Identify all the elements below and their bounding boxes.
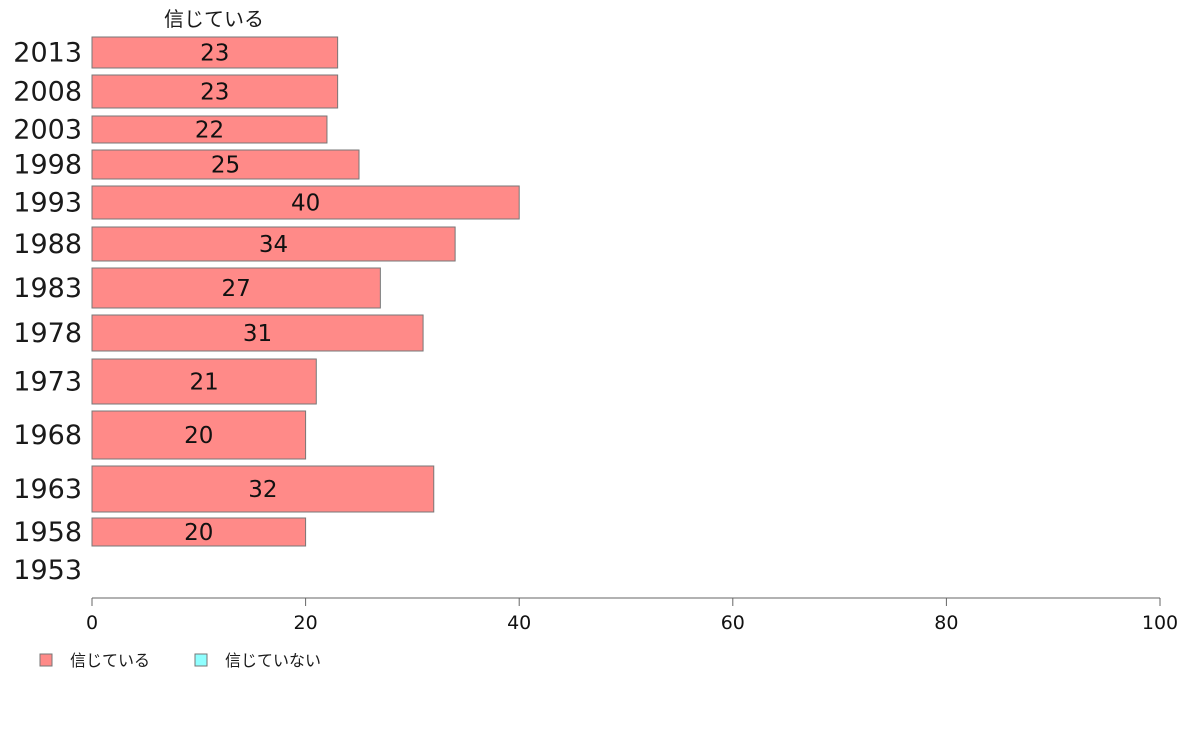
bar-2003 — [91, 115, 328, 144]
year-label-1978: 1978 — [13, 318, 82, 349]
data-label-1998: 25 — [211, 153, 240, 179]
data-label-2008: 23 — [200, 80, 229, 106]
bar-1968 — [91, 410, 307, 460]
bar-1978 — [91, 314, 424, 352]
data-label-1958: 20 — [184, 520, 213, 546]
year-label-2003: 2003 — [13, 115, 82, 146]
legend-swatch-1 — [194, 653, 208, 667]
data-label-1983: 27 — [222, 276, 251, 302]
bar-1993 — [91, 185, 520, 220]
legend-label-1: 信じていない — [225, 651, 321, 670]
data-label-2013: 23 — [200, 41, 229, 67]
year-label-1983: 1983 — [13, 273, 82, 304]
bar-1973 — [91, 358, 317, 405]
bar-1983 — [91, 267, 381, 309]
legend: 信じている 信じていない — [39, 651, 321, 670]
series-header: 信じている — [164, 7, 264, 31]
x-tick-label-40: 40 — [507, 612, 531, 634]
year-label-1973: 1973 — [13, 367, 82, 398]
x-tick-label-60: 60 — [721, 612, 745, 634]
data-label-1968: 20 — [184, 423, 213, 449]
year-label-1953: 1953 — [13, 555, 82, 586]
bar-1958 — [91, 517, 307, 547]
year-label-1988: 1988 — [13, 229, 82, 260]
x-tick-label-100: 100 — [1142, 612, 1178, 634]
year-label-1963: 1963 — [13, 474, 82, 505]
bar-2008 — [91, 74, 339, 109]
data-label-1978: 31 — [243, 321, 272, 347]
year-label-1968: 1968 — [13, 420, 82, 451]
data-label-1993: 40 — [291, 191, 320, 217]
year-label-2008: 2008 — [13, 77, 82, 108]
bar-1963 — [91, 465, 435, 513]
year-label-1958: 1958 — [13, 517, 82, 548]
x-axis: 0 20 40 60 80 100 — [86, 597, 1178, 634]
x-tick-label-20: 20 — [294, 612, 318, 634]
year-label-1998: 1998 — [13, 150, 82, 181]
data-label-1963: 32 — [248, 477, 277, 503]
year-label-1993: 1993 — [13, 188, 82, 219]
bar-2013 — [91, 36, 339, 69]
x-tick-label-80: 80 — [934, 612, 958, 634]
year-labels: 2013 2008 2003 1998 1993 1988 1983 1978 1973 1968… — [13, 38, 82, 587]
legend-label-0: 信じている — [70, 651, 150, 670]
bar-1988 — [91, 226, 456, 262]
x-tick-label-0: 0 — [86, 612, 98, 634]
data-label-2003: 22 — [195, 118, 224, 144]
year-label-2013: 2013 — [13, 38, 82, 69]
bars — [91, 36, 520, 547]
bar-1998 — [91, 149, 360, 180]
data-label-1973: 21 — [189, 370, 218, 396]
data-label-1988: 34 — [259, 232, 288, 258]
legend-swatch-0 — [39, 653, 53, 667]
